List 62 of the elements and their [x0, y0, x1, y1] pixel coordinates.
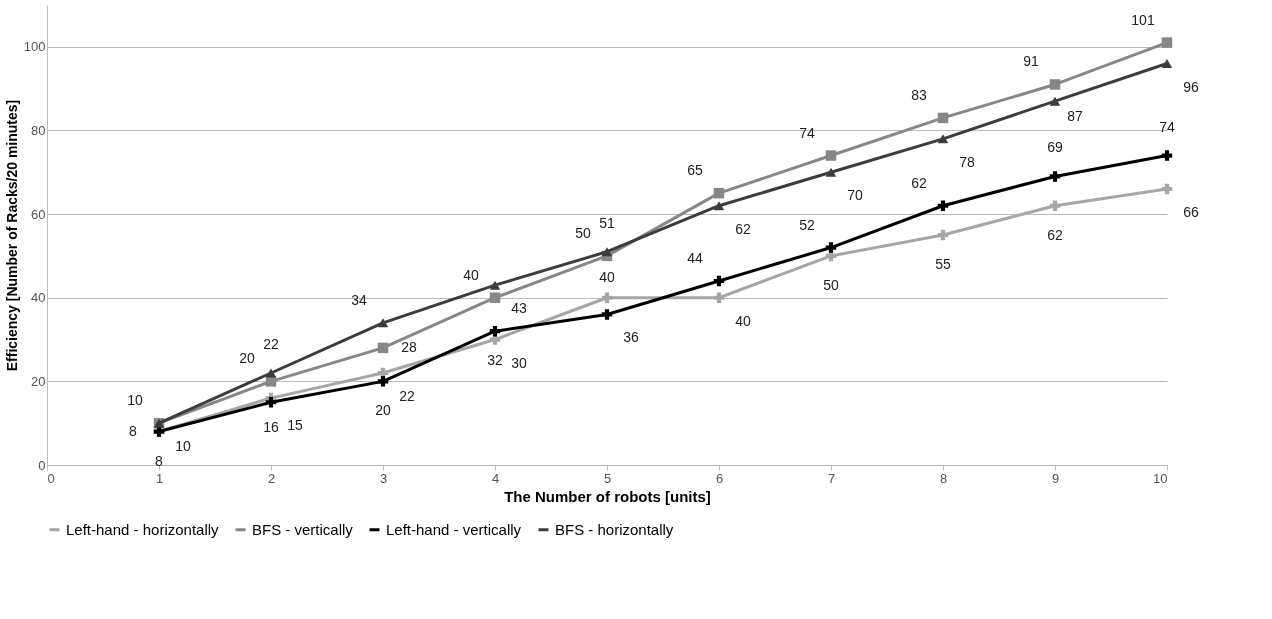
x-tick-label: 3 — [379, 470, 388, 486]
data-label: 96 — [1183, 78, 1199, 95]
data-label: 55 — [935, 256, 951, 272]
data-label: 66 — [1183, 204, 1199, 220]
data-label: 62 — [911, 174, 927, 191]
data-label: 50 — [823, 276, 839, 293]
data-label: 20 — [239, 350, 255, 367]
data-label: 8 — [129, 422, 138, 439]
legend-label: BFS - vertically — [252, 520, 354, 538]
x-tick-label: 1 — [155, 470, 164, 486]
data-label: 40 — [599, 268, 615, 285]
x-tick-label: 9 — [1051, 470, 1060, 486]
data-label: 78 — [959, 153, 975, 170]
data-label: 34 — [351, 291, 367, 308]
y-tick-label: 0 — [38, 457, 46, 473]
x-tick-label: 4 — [491, 470, 500, 486]
data-label: 16 — [263, 419, 279, 436]
y-tick-label: 20 — [31, 373, 46, 389]
data-label: 50 — [575, 224, 591, 241]
x-tick-label: 6 — [715, 470, 724, 486]
data-label: 15 — [287, 417, 303, 434]
data-label: 69 — [1047, 139, 1063, 156]
data-label: 10 — [127, 392, 143, 409]
legend-label: Left-hand - horizontally — [66, 520, 220, 538]
data-label: 28 — [401, 338, 417, 355]
data-label: 10 — [175, 438, 191, 455]
x-tick-label: 5 — [603, 470, 612, 486]
data-label: 65 — [687, 162, 703, 179]
data-label: 91 — [1023, 53, 1039, 70]
data-label: 51 — [599, 214, 615, 231]
data-label: 40 — [735, 312, 751, 329]
x-tick-label: 10 — [1153, 470, 1168, 486]
data-label: 101 — [1131, 11, 1155, 28]
x-tick-label: 2 — [267, 470, 276, 486]
data-label: 52 — [799, 216, 815, 233]
data-label: 8 — [155, 452, 164, 469]
data-label: 87 — [1067, 108, 1083, 125]
data-label: 32 — [487, 352, 503, 369]
data-label: 40 — [463, 266, 479, 283]
data-label: 70 — [847, 187, 863, 204]
x-axis-title: The Number of robots [units] — [504, 487, 711, 505]
y-tick-label: 80 — [31, 122, 46, 138]
y-tick-label: 60 — [31, 206, 46, 222]
data-label: 83 — [911, 86, 927, 103]
y-tick-label: 100 — [23, 39, 46, 55]
data-label: 62 — [735, 220, 751, 237]
x-tick-label: 8 — [939, 470, 948, 486]
data-label: 43 — [511, 300, 527, 317]
x-tick-label: 7 — [827, 470, 836, 486]
data-label: 22 — [263, 336, 279, 352]
y-tick-label: 40 — [31, 290, 46, 306]
data-label: 44 — [687, 250, 703, 266]
data-label: 36 — [623, 329, 639, 346]
data-label: 62 — [1047, 226, 1063, 243]
legend-label: Left-hand - vertically — [386, 520, 522, 538]
data-label: 22 — [399, 388, 415, 404]
data-label: 30 — [511, 354, 527, 371]
y-axis-title: Efficiency [Number of Racks/20 minutes] — [3, 99, 20, 372]
data-label: 74 — [1159, 118, 1175, 135]
legend-label: BFS - horizontally — [555, 520, 674, 538]
data-label: 74 — [799, 124, 815, 141]
data-label: 20 — [375, 402, 391, 419]
